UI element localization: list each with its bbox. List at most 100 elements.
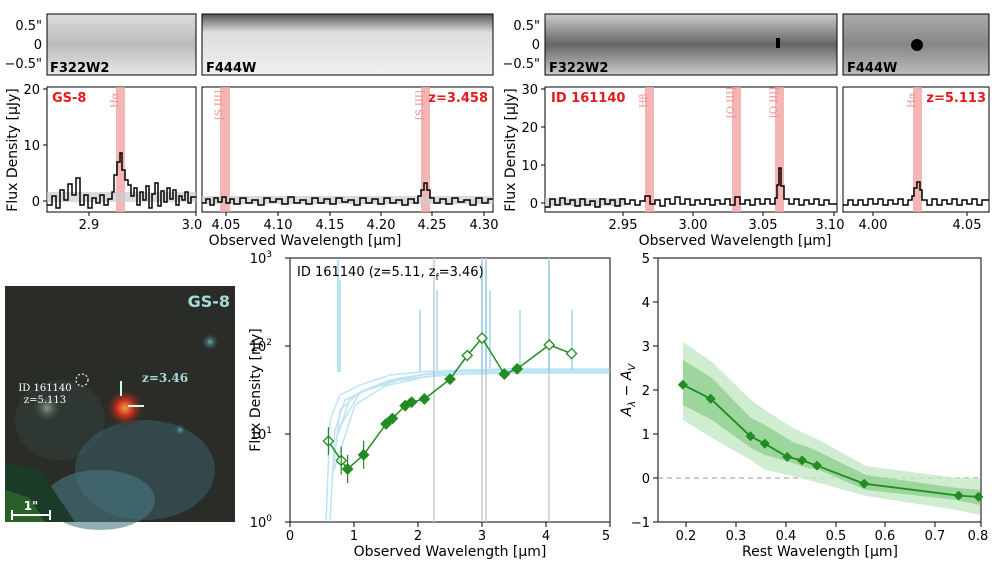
xtick: 1 xyxy=(350,529,358,544)
attenuation-point xyxy=(812,460,823,471)
sed-point xyxy=(386,412,399,425)
img-tick-mid: 0 xyxy=(532,38,540,53)
xtick: 0.7 xyxy=(925,529,946,544)
line-label-oiii: [O III] xyxy=(726,87,737,118)
xtick: 4.15 xyxy=(316,218,345,233)
ytick: 3 xyxy=(642,340,650,355)
ytick: 102 xyxy=(250,338,272,355)
y-axis-label: Flux Density [μJy] xyxy=(5,88,21,211)
sed-photometry-line xyxy=(327,336,572,471)
ytick: 20 xyxy=(23,83,40,98)
companion-z-label: z=5.113 xyxy=(24,395,66,406)
diffuse-light xyxy=(45,470,155,530)
xtick: 4.30 xyxy=(470,218,499,233)
xtick: 2 xyxy=(414,529,422,544)
sed-point-open xyxy=(543,338,556,351)
ytick: −1 xyxy=(631,516,650,531)
xtick: 0.8 xyxy=(968,529,989,544)
ytick: 10 xyxy=(521,159,538,174)
xtick: 0.5 xyxy=(826,529,847,544)
xtick: 2.9 xyxy=(79,218,100,233)
filter-label: F444W xyxy=(847,61,897,76)
line-band xyxy=(645,87,654,212)
foreground-source xyxy=(201,333,219,351)
attenuation-point xyxy=(859,478,870,489)
sed-point xyxy=(380,418,392,430)
img-tick-bot: −0.5" xyxy=(502,57,540,72)
xtick: 0.4 xyxy=(776,529,797,544)
xtick: 3.10 xyxy=(816,218,845,233)
attenuation-point xyxy=(705,393,716,404)
ytick: 10 xyxy=(23,139,40,154)
sed-point xyxy=(405,396,418,409)
x-axis-label: Observed Wavelength [μm] xyxy=(639,233,832,249)
companion-marker-circle xyxy=(75,373,89,387)
filter-label: F322W2 xyxy=(549,61,608,76)
spectrum1d-right-axes xyxy=(201,86,494,213)
ytick: 0 xyxy=(530,197,538,212)
redshift-label: z=5.113 xyxy=(926,91,986,106)
model-emission-lines xyxy=(337,260,573,372)
sed-point xyxy=(511,362,524,375)
sed-point xyxy=(418,393,431,405)
y-axis-label: Aλ − AV xyxy=(619,363,638,418)
x-axis-label: Observed Wavelength [μm] xyxy=(354,544,547,560)
xtick: 0 xyxy=(286,529,294,544)
img-tick-top: 0.5" xyxy=(15,19,42,34)
xtick: 3.0 xyxy=(182,218,203,233)
ytick: 0 xyxy=(32,195,40,210)
line-band xyxy=(913,87,922,212)
spectrum1d-left xyxy=(47,152,196,209)
xtick: 0.2 xyxy=(676,529,697,544)
companion-id-label: ID 161140 xyxy=(18,383,71,394)
spectrum1d-left xyxy=(545,167,837,208)
xtick: 2.95 xyxy=(609,218,638,233)
rgb-image-panel: GS-8 z=3.46 ID 161140 z=5.113 1" xyxy=(5,286,235,530)
foreground-source xyxy=(174,424,186,436)
ytick: 20 xyxy=(521,121,538,136)
attenuation-point xyxy=(797,455,808,466)
x-axis-label: Observed Wavelength [μm] xyxy=(209,233,402,249)
sed-title: ID 161140 (z=5.11, zf=3.46) xyxy=(297,265,484,283)
sed-points xyxy=(322,332,578,484)
spectrum2d-f444w-left xyxy=(201,13,494,76)
attenuation-point xyxy=(759,438,770,449)
attenuation-points xyxy=(677,379,984,502)
attenuation-panel: 0.2 0.3 0.4 0.5 0.6 0.7 0.8 −1 0 1 2 3 4… xyxy=(619,252,988,560)
img-tick-mid: 0 xyxy=(34,38,42,53)
ytick: 100 xyxy=(250,514,273,531)
xtick: 4.10 xyxy=(264,218,293,233)
main-z-label: z=3.46 xyxy=(142,371,188,385)
attenuation-point xyxy=(782,451,793,462)
line-band xyxy=(220,87,230,212)
scale-bar-label: 1" xyxy=(24,499,39,513)
line-band xyxy=(732,87,741,212)
xtick: 3.05 xyxy=(749,218,778,233)
main-galaxy xyxy=(105,388,145,428)
spectrum2d-f322w2-left xyxy=(46,13,197,76)
xtick: 4.05 xyxy=(212,218,241,233)
xtick: 5 xyxy=(602,529,610,544)
ytick: 2 xyxy=(642,384,650,399)
line-label-halpha: Hα xyxy=(110,92,121,108)
ytick: 101 xyxy=(250,426,272,443)
spectrum1d-right xyxy=(202,182,493,206)
filter-label: F444W xyxy=(206,61,256,76)
top-right-panels: 0.5" 0 −0.5" F322W2 F444W ID 161140 z=5.… xyxy=(502,13,990,249)
companion-galaxy xyxy=(33,394,61,422)
galaxy-label: GS-8 xyxy=(52,91,86,106)
xtick: 4.00 xyxy=(859,218,888,233)
sed-point-open xyxy=(565,347,578,360)
line-label-siii: [S III] xyxy=(214,90,225,120)
y-axis-label: Flux Density [nJy] xyxy=(248,328,264,451)
line-band xyxy=(116,87,125,212)
sed-point xyxy=(444,373,456,386)
line-band xyxy=(775,87,784,212)
line-label-hbeta: Hβ xyxy=(639,93,650,108)
xtick: 3 xyxy=(478,529,486,544)
line-band xyxy=(421,87,430,212)
spectrum1d-right xyxy=(843,181,989,206)
spectrum2d-f322w2-right xyxy=(544,13,838,76)
xtick: 4 xyxy=(542,529,550,544)
